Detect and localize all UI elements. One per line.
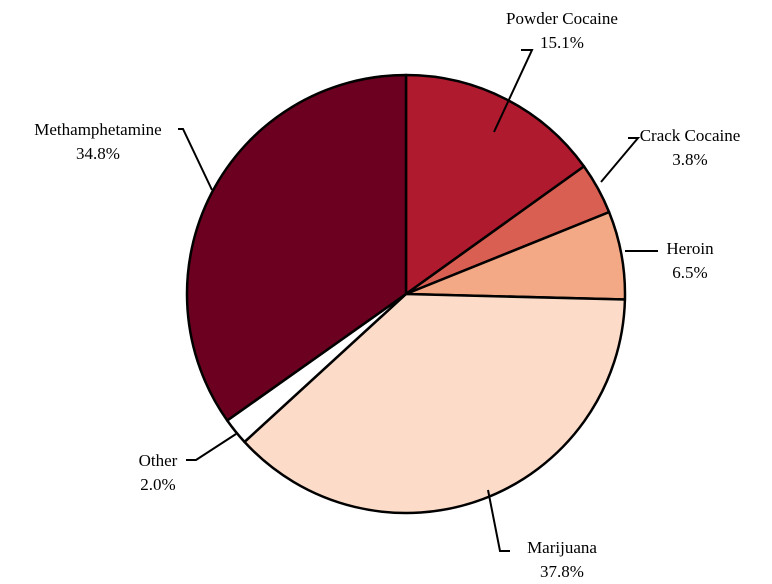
pie-slices: [185, 73, 627, 515]
slice-label-other: Other: [139, 451, 178, 470]
slice-label-crack-cocaine: Crack Cocaine: [640, 126, 741, 145]
slice-label-heroin: Heroin: [666, 239, 714, 258]
leader-line-methamphetamine: [178, 128, 213, 191]
slice-percent-heroin: 6.5%: [672, 263, 707, 282]
slice-percent-powder-cocaine: 15.1%: [540, 33, 584, 52]
leader-lines: [178, 49, 658, 552]
slice-percent-methamphetamine: 34.8%: [76, 144, 120, 163]
pie-slice-methamphetamine: [185, 73, 408, 422]
slice-percent-other: 2.0%: [140, 475, 175, 494]
slice-label-powder-cocaine: Powder Cocaine: [506, 9, 618, 28]
slice-label-methamphetamine: Methamphetamine: [34, 120, 161, 139]
slice-percent-crack-cocaine: 3.8%: [672, 150, 707, 169]
leader-line-powder-cocaine: [493, 49, 534, 133]
slice-labels: Powder Cocaine 15.1% Crack Cocaine 3.8% Hero…: [34, 9, 740, 581]
pie-slice-powder-cocaine: [404, 73, 586, 296]
leader-line-crack-cocaine: [600, 137, 641, 183]
slice-percent-marijuana: 37.8%: [540, 562, 584, 581]
slice-label-marijuana: Marijuana: [527, 538, 597, 557]
leader-line-marijuana: [487, 489, 510, 552]
pie-slice-marijuana: [243, 292, 627, 515]
leader-line-other: [186, 433, 237, 461]
